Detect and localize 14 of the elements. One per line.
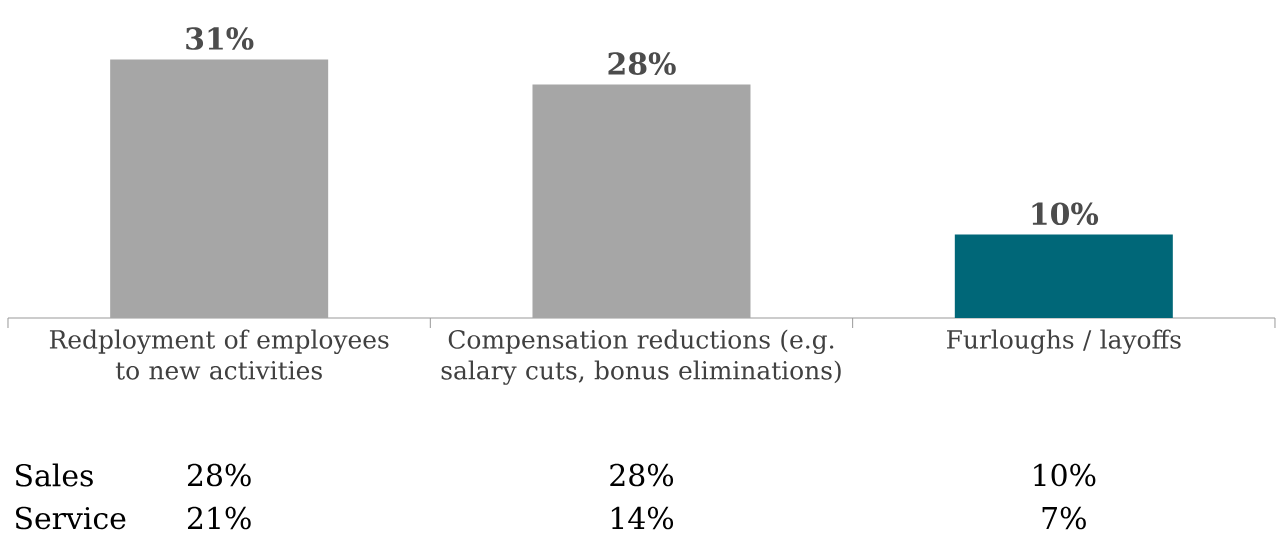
data-label: 28% xyxy=(608,52,676,75)
text: 28% xyxy=(610,463,674,487)
text: Service xyxy=(16,506,126,530)
text: Sales xyxy=(16,463,93,487)
x-tick-label: Compensation reductions (e.g. salary cuts, bonus eliminations) xyxy=(441,329,841,385)
text: 7% xyxy=(1042,506,1086,530)
text: 14% xyxy=(611,506,674,530)
x-tick-label: Furloughs / layoffs xyxy=(947,329,1181,354)
x-tick-label: Redployment of employees to new activities xyxy=(49,329,389,380)
text: 28% xyxy=(187,463,251,487)
text: 10% xyxy=(1034,463,1096,487)
data-label: 10% xyxy=(1032,202,1099,226)
data-label: 31% xyxy=(186,27,254,50)
text: 21% xyxy=(187,506,251,530)
